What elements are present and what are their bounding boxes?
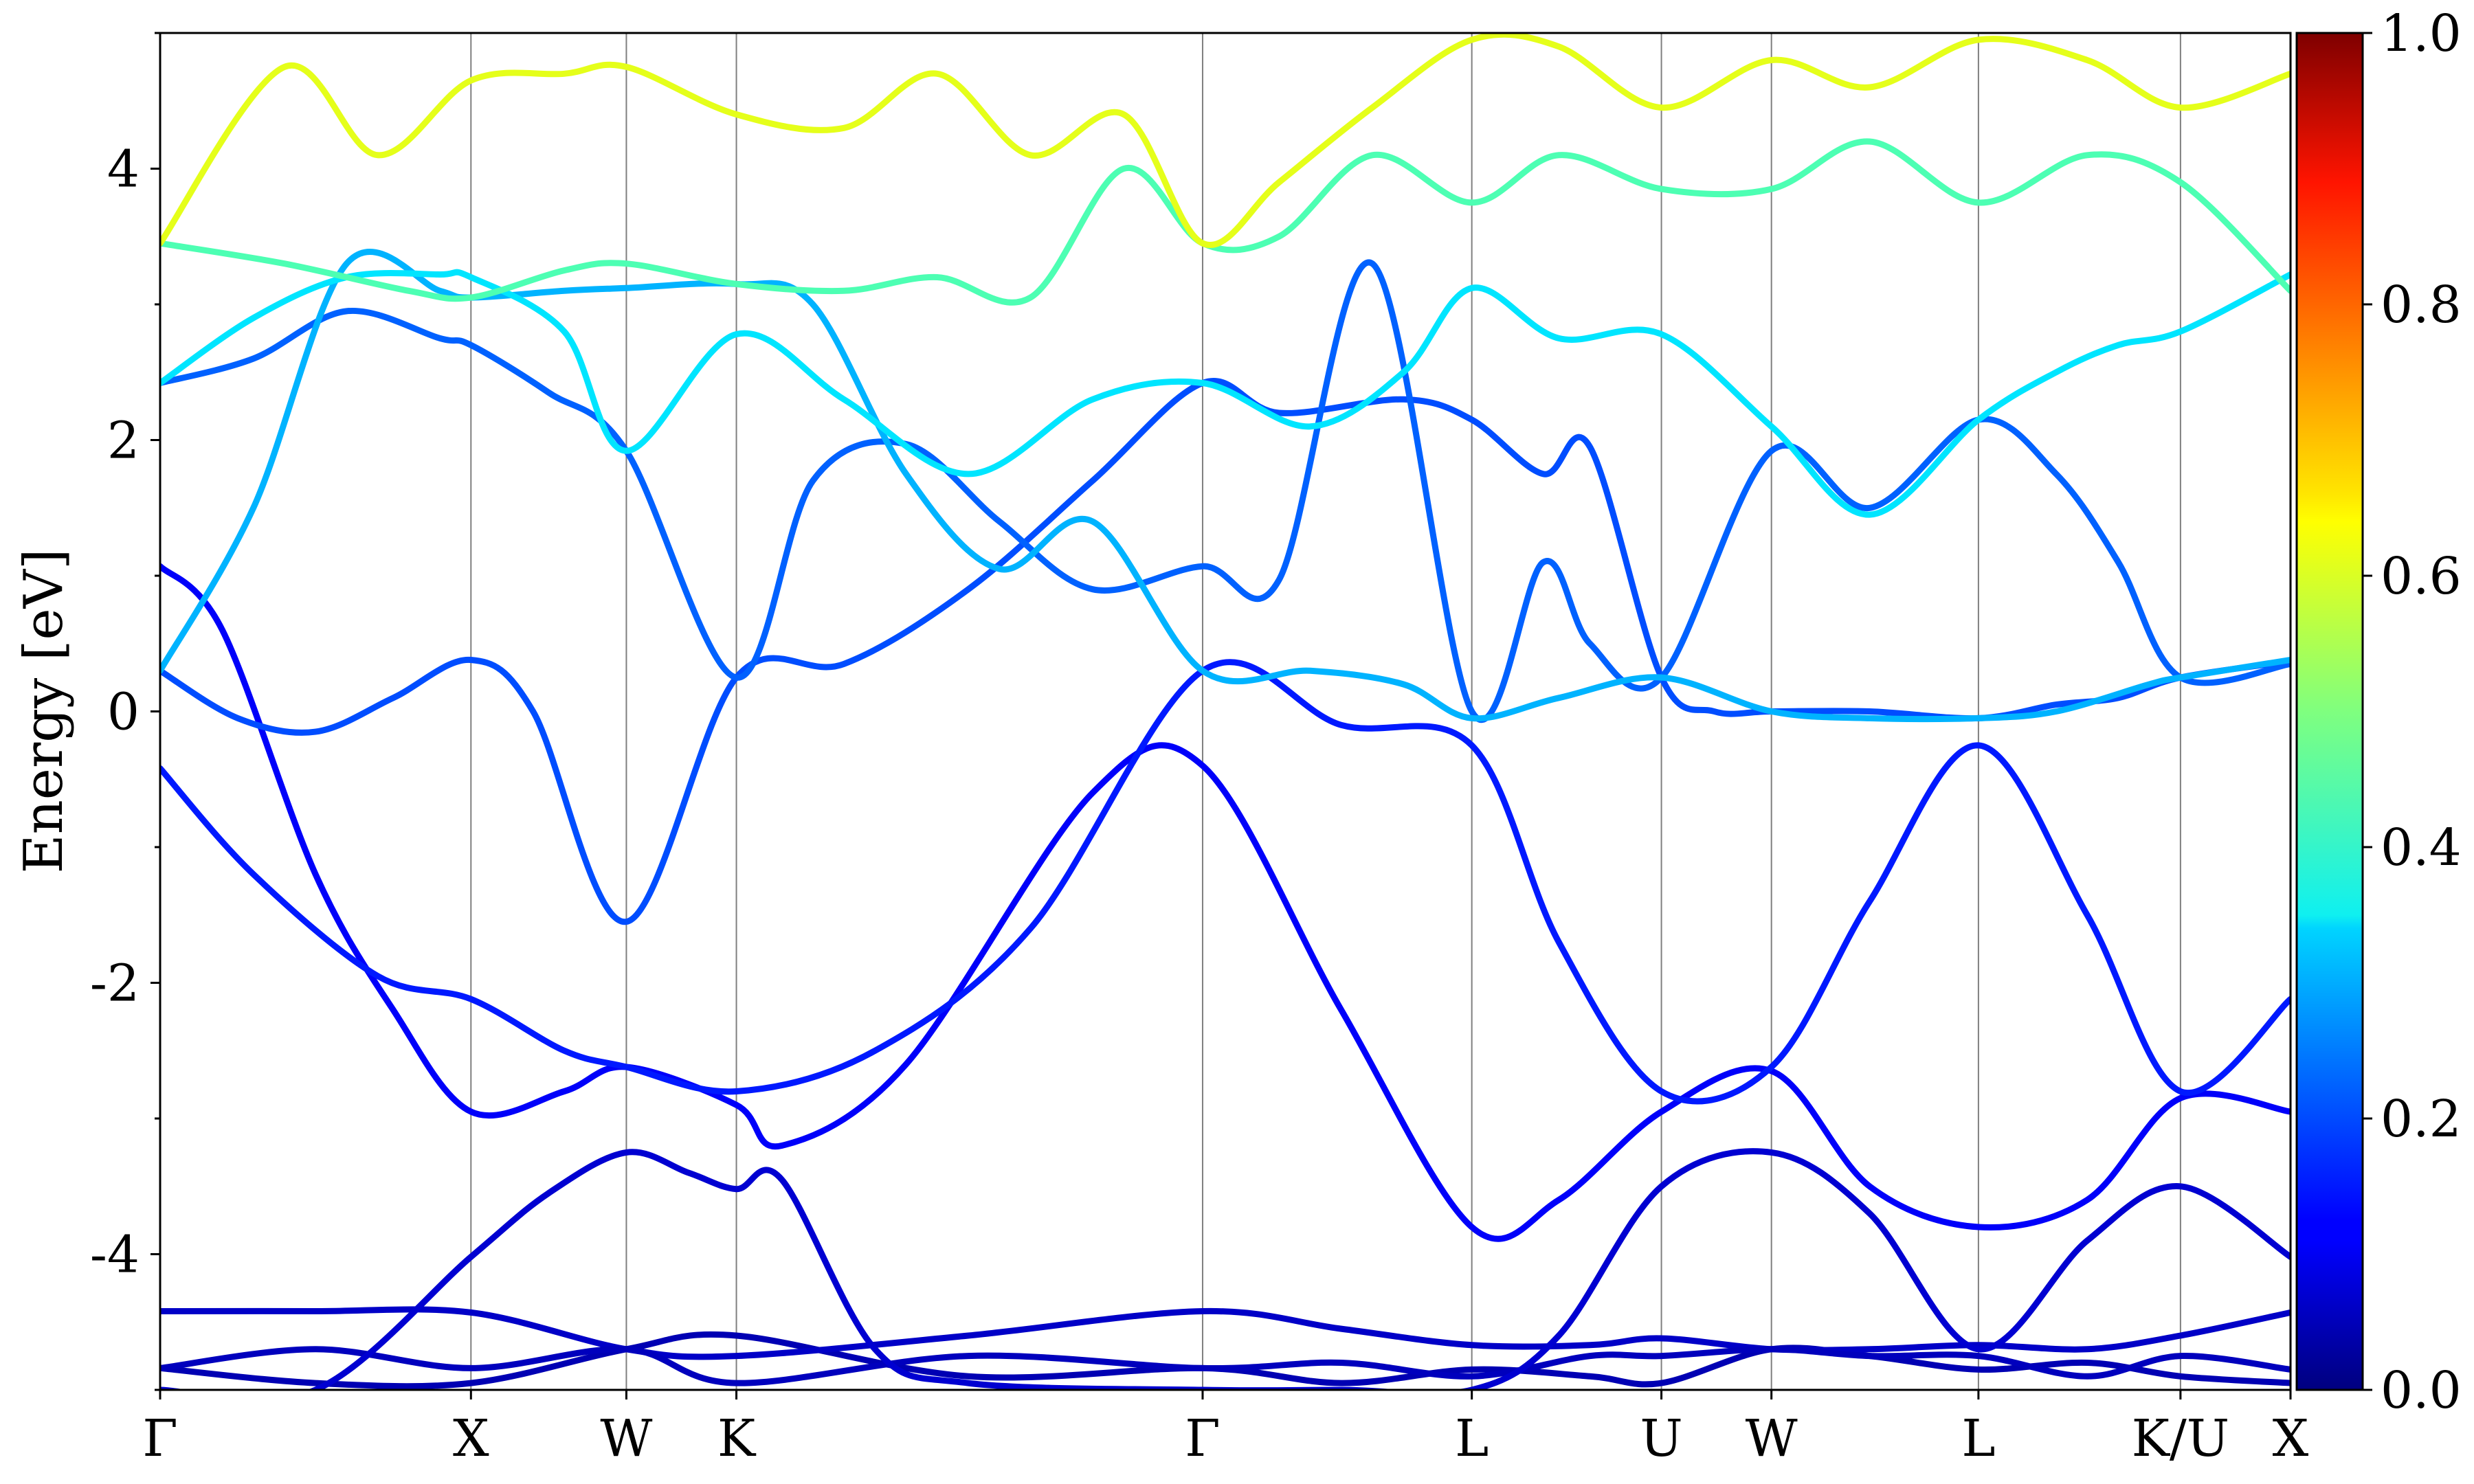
colorbar-tick-label: 0.6 [2381, 547, 2462, 606]
x-tick-label: L [1961, 1409, 1995, 1468]
x-tick-label: W [600, 1409, 652, 1468]
x-tick-label: X [453, 1409, 489, 1468]
x-axis: Γ X W K Γ L U W L K/U X [142, 1390, 2309, 1468]
x-tick-label: U [1640, 1409, 1682, 1468]
y-tick-label: 0 [107, 683, 140, 742]
band-line-11 [160, 138, 2291, 306]
band-line-10 [160, 269, 2291, 518]
y-tick-label: 4 [107, 140, 140, 199]
x-tick-label: W [1746, 1409, 1798, 1468]
colorbar [2295, 32, 2364, 1391]
y-tick-label: -2 [90, 954, 140, 1013]
band-line-3 [160, 1346, 2291, 1386]
band-line-6 [160, 659, 2291, 1105]
y-tick-label: 2 [107, 412, 140, 471]
colorbar-tick-label: 0.0 [2381, 1361, 2462, 1420]
y-tick-label: -4 [90, 1226, 140, 1285]
x-tick-label: X [2273, 1409, 2309, 1468]
colorbar-axis: 0.0 0.2 0.4 0.6 0.8 1.0 [2363, 4, 2462, 1420]
band-line-2 [160, 1306, 2291, 1360]
colorbar-tick-label: 0.8 [2381, 276, 2462, 335]
colorbar-tick-label: 0.4 [2381, 818, 2462, 877]
x-tick-label: K [717, 1409, 757, 1468]
band-line-4 [160, 1148, 2291, 1390]
band-line-1 [160, 1331, 2291, 1390]
x-tick-label: L [1455, 1409, 1489, 1468]
bands [160, 33, 2291, 1390]
band-line-12 [160, 33, 2291, 248]
band-line-5 [160, 563, 2291, 1242]
colorbar-tick-label: 1.0 [2381, 4, 2462, 63]
band-line-9 [160, 249, 2291, 723]
x-tick-label: K/U [2132, 1409, 2230, 1468]
x-tick-label: Γ [1185, 1409, 1220, 1468]
x-tick-label: Γ [142, 1409, 177, 1468]
y-axis-title: Energy [eV] [13, 549, 75, 874]
colorbar-tick-label: 0.2 [2381, 1090, 2462, 1149]
band-line-8 [160, 259, 2291, 723]
